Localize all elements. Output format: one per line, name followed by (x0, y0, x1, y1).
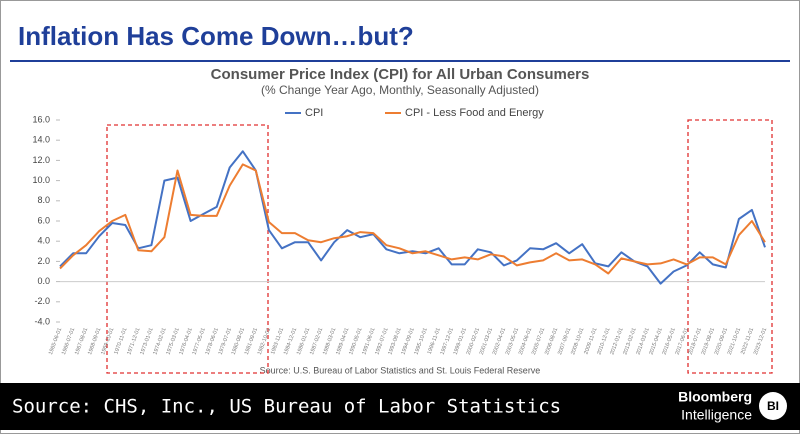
chart-title: Consumer Price Index (CPI) for All Urban… (211, 66, 590, 83)
footer-bar (0, 383, 800, 430)
footer-source: Source: CHS, Inc., US Bureau of Labor St… (12, 396, 561, 418)
chart-subtitle: (% Change Year Ago, Monthly, Seasonally … (261, 83, 539, 97)
y-tick-label: 14.0 (32, 135, 50, 145)
y-tick-label: 10.0 (32, 175, 50, 185)
y-tick-label: 2.0 (37, 256, 50, 266)
highlight-box (106, 124, 269, 374)
highlight-box (687, 119, 773, 374)
y-tick-label: 6.0 (37, 215, 50, 225)
brand: Bloomberg (678, 389, 752, 405)
slide-title: Inflation Has Come Down…but? (18, 21, 414, 51)
y-tick-label: 8.0 (37, 195, 50, 205)
y-tick-label: 16.0 (32, 114, 50, 124)
legend-label: CPI (305, 107, 323, 119)
y-tick-label: 0.0 (37, 276, 50, 286)
series-line (59, 163, 766, 275)
chart-note: Source: U.S. Bureau of Labor Statistics … (260, 365, 541, 375)
series-line (59, 150, 766, 285)
y-tick-label: -2.0 (34, 296, 50, 306)
y-tick-label: 4.0 (37, 236, 50, 246)
logo-circle (759, 392, 787, 420)
legend-label: CPI - Less Food and Energy (405, 107, 544, 119)
logo: BI (767, 399, 779, 413)
y-tick-label: 12.0 (32, 155, 50, 165)
brand: Intelligence (681, 407, 752, 423)
y-tick-label: -4.0 (34, 316, 50, 326)
